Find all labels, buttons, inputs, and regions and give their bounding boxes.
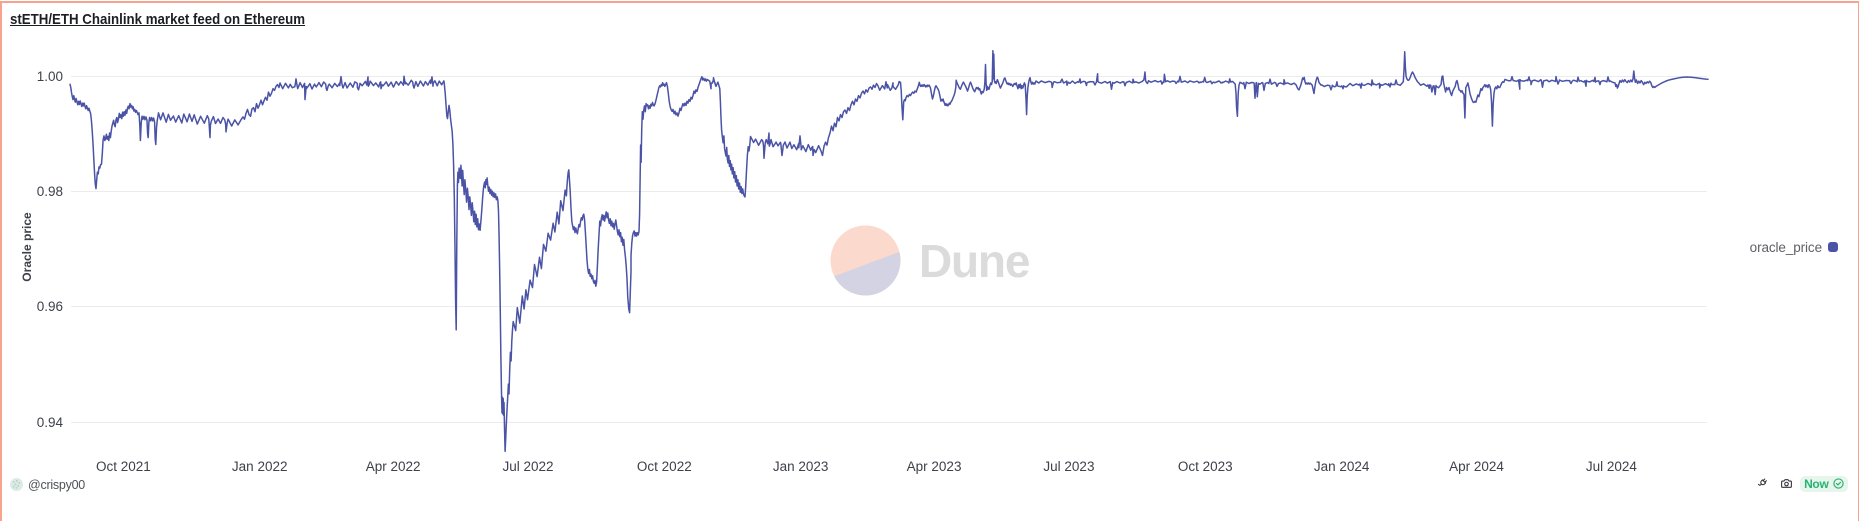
x-tick-Apr-2024: Apr 2024: [1449, 459, 1504, 474]
x-tick-Jul-2022: Jul 2022: [502, 459, 553, 474]
x-tick-Oct-2021: Oct 2021: [96, 459, 151, 474]
chart-title-link[interactable]: stETH/ETH Chainlink market feed on Ether…: [10, 11, 306, 28]
y-tick-0.98: 0.98: [37, 184, 63, 199]
plug-icon[interactable]: [1756, 477, 1769, 490]
x-tick-Oct-2023: Oct 2023: [1178, 459, 1233, 474]
x-tick-Jan-2022: Jan 2022: [232, 459, 288, 474]
x-tick-Jan-2023: Jan 2023: [773, 459, 829, 474]
x-tick-Oct-2022: Oct 2022: [637, 459, 692, 474]
author-attribution[interactable]: @crispy00: [10, 477, 85, 492]
author-handle[interactable]: @crispy00: [28, 477, 85, 492]
y-axis-title: Oracle price: [20, 212, 34, 282]
x-tick-Apr-2023: Apr 2023: [907, 459, 962, 474]
y-tick-1.00: 1.00: [37, 69, 63, 84]
line-chart[interactable]: 1.00 0.98 0.96 0.94 Oct 2021 Jan 2022 Apr 2022…: [0, 0, 1859, 502]
footer-actions: Now: [1756, 475, 1848, 492]
x-tick-Jul-2023: Jul 2023: [1043, 459, 1094, 474]
camera-icon[interactable]: [1780, 477, 1793, 490]
y-tick-0.96: 0.96: [37, 299, 63, 314]
x-tick-Apr-2022: Apr 2022: [366, 459, 421, 474]
check-circle-icon: [1832, 478, 1844, 489]
refresh-status-label: Now: [1804, 476, 1829, 491]
series-line-oracle_price: [69, 49, 1709, 453]
author-avatar: [10, 478, 23, 491]
y-tick-0.94: 0.94: [37, 415, 64, 430]
x-tick-Jul-2024: Jul 2024: [1586, 459, 1638, 474]
legend-label: oracle_price: [1749, 239, 1822, 255]
legend-swatch: [1828, 242, 1838, 252]
legend-item-oracle-price[interactable]: oracle_price: [1750, 239, 1838, 255]
x-tick-Jan-2024: Jan 2024: [1314, 459, 1370, 474]
refresh-status-badge[interactable]: Now: [1799, 475, 1848, 492]
